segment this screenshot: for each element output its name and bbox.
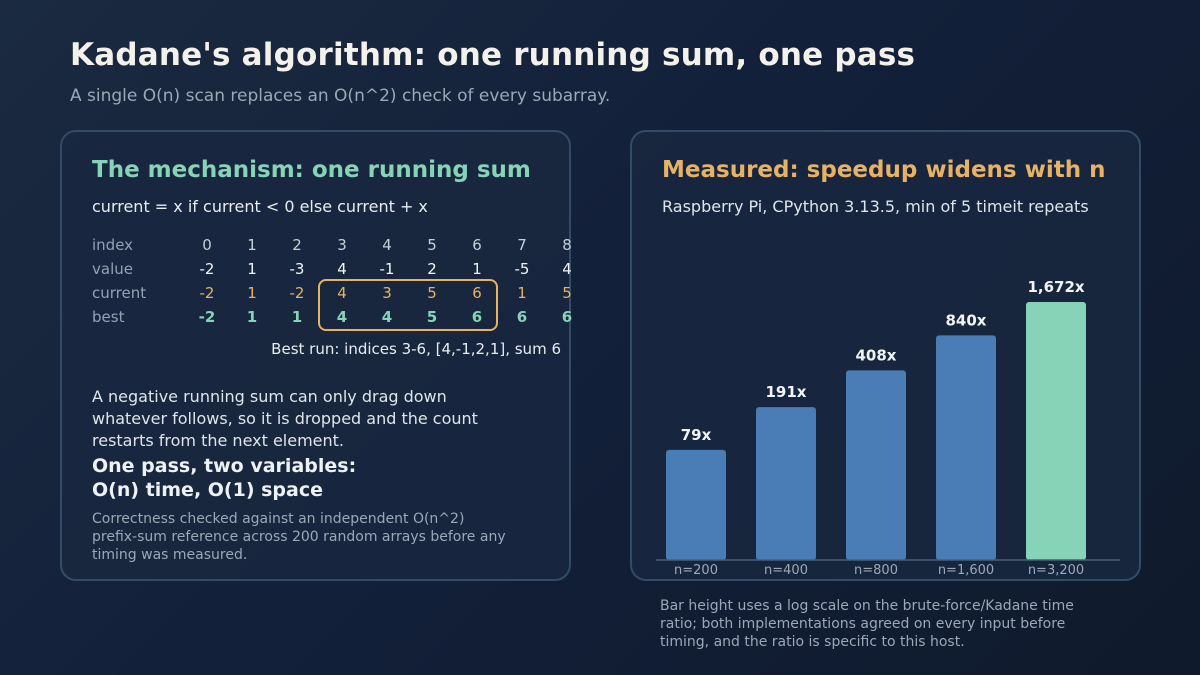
cell-index-8: 8: [562, 236, 572, 254]
row-label-index: index: [92, 236, 134, 254]
bar-value-label: 408x: [856, 346, 897, 364]
cell-current-8: 5: [562, 284, 572, 302]
complexity-heading-line2: O(n) time, O(1) space: [92, 479, 324, 501]
row-label-best: best: [92, 308, 125, 326]
bar-value-label: 191x: [766, 383, 807, 401]
cell-current-4: 3: [382, 284, 392, 302]
cell-current-5: 5: [427, 284, 437, 302]
cell-best-8: 6: [561, 308, 573, 326]
bar-value-label: 79x: [681, 426, 712, 444]
cell-value-5: 2: [427, 260, 437, 278]
x-tick-label: n=1,600: [938, 563, 994, 578]
cell-index-3: 3: [337, 236, 347, 254]
explanation-paragraph: A negative running sum can only drag dow…: [92, 387, 478, 450]
x-tick-label: n=800: [854, 563, 898, 578]
cell-index-5: 5: [427, 236, 437, 254]
cell-value-3: 4: [337, 260, 347, 278]
cell-current-2: -2: [289, 284, 305, 302]
cell-current-3: 4: [337, 284, 347, 302]
best-run-highlight: [318, 279, 498, 331]
bar-n=400: [756, 407, 816, 560]
cell-value-0: -2: [199, 260, 215, 278]
cell-best-0: -2: [198, 308, 216, 326]
x-tick-label: n=3,200: [1028, 563, 1084, 578]
row-label-value: value: [92, 260, 133, 278]
bar-value-label: 1,672x: [1027, 278, 1084, 296]
cell-value-7: -5: [514, 260, 530, 278]
cell-best-4: 4: [381, 308, 393, 326]
trace-table: index value current best 0 1 2 3 4 5 6 7 8 -2 1 -3 4…: [62, 132, 573, 352]
complexity-heading-line1: One pass, two variables:: [92, 455, 357, 477]
page-subtitle: A single O(n) scan replaces an O(n^2) ch…: [70, 86, 611, 106]
correctness-note: Correctness checked against an independe…: [92, 511, 506, 563]
bar-value-label: 840x: [946, 311, 987, 329]
cell-current-0: -2: [199, 284, 215, 302]
x-tick-label: n=400: [764, 563, 808, 578]
cell-value-1: 1: [247, 260, 257, 278]
best-run-caption: Best run: indices 3-6, [4,-1,2,1], sum 6: [271, 340, 561, 358]
cell-index-7: 7: [517, 236, 527, 254]
cell-index-1: 1: [247, 236, 257, 254]
cell-value-2: -3: [289, 260, 305, 278]
cell-value-6: 1: [472, 260, 482, 278]
cell-best-2: 1: [291, 308, 303, 326]
cell-current-1: 1: [247, 284, 257, 302]
bar-n=3,200: [1026, 302, 1086, 560]
cell-best-6: 6: [471, 308, 483, 326]
bar-n=200: [666, 449, 726, 560]
cell-index-4: 4: [382, 236, 392, 254]
measurement-title: Measured: speedup widens with n: [662, 157, 1106, 183]
x-tick-label: n=200: [674, 563, 718, 578]
bar-n=800: [846, 370, 906, 560]
cell-current-6: 6: [472, 284, 482, 302]
cell-value-4: -1: [379, 260, 395, 278]
mechanism-title: The mechanism: one running sum: [92, 157, 531, 183]
speedup-bar-chart: 79x n=200 191x n=400 408x n=800 840x n=1,600 1,6…: [656, 278, 1120, 578]
measurement-subtitle: Raspberry Pi, CPython 3.13.5, min of 5 t…: [662, 197, 1089, 216]
cell-best-3: 4: [336, 308, 348, 326]
cell-index-2: 2: [292, 236, 302, 254]
cell-best-5: 5: [426, 308, 438, 326]
page-title: Kadane's algorithm: one running sum, one…: [70, 37, 916, 73]
cell-best-7: 6: [516, 308, 528, 326]
cell-current-7: 1: [517, 284, 527, 302]
cell-best-1: 1: [246, 308, 258, 326]
cell-index-0: 0: [202, 236, 212, 254]
chart-footnote: Bar height uses a log scale on the brute…: [660, 598, 1074, 650]
bar-n=1,600: [936, 335, 996, 560]
cell-index-6: 6: [472, 236, 482, 254]
cell-value-8: 4: [562, 260, 572, 278]
update-formula: current = x if current < 0 else current …: [92, 197, 428, 216]
measurement-panel: Measured: speedup widens with n Raspberr…: [630, 130, 1141, 581]
row-label-current: current: [92, 284, 147, 302]
mechanism-panel: The mechanism: one running sum current =…: [60, 130, 573, 581]
